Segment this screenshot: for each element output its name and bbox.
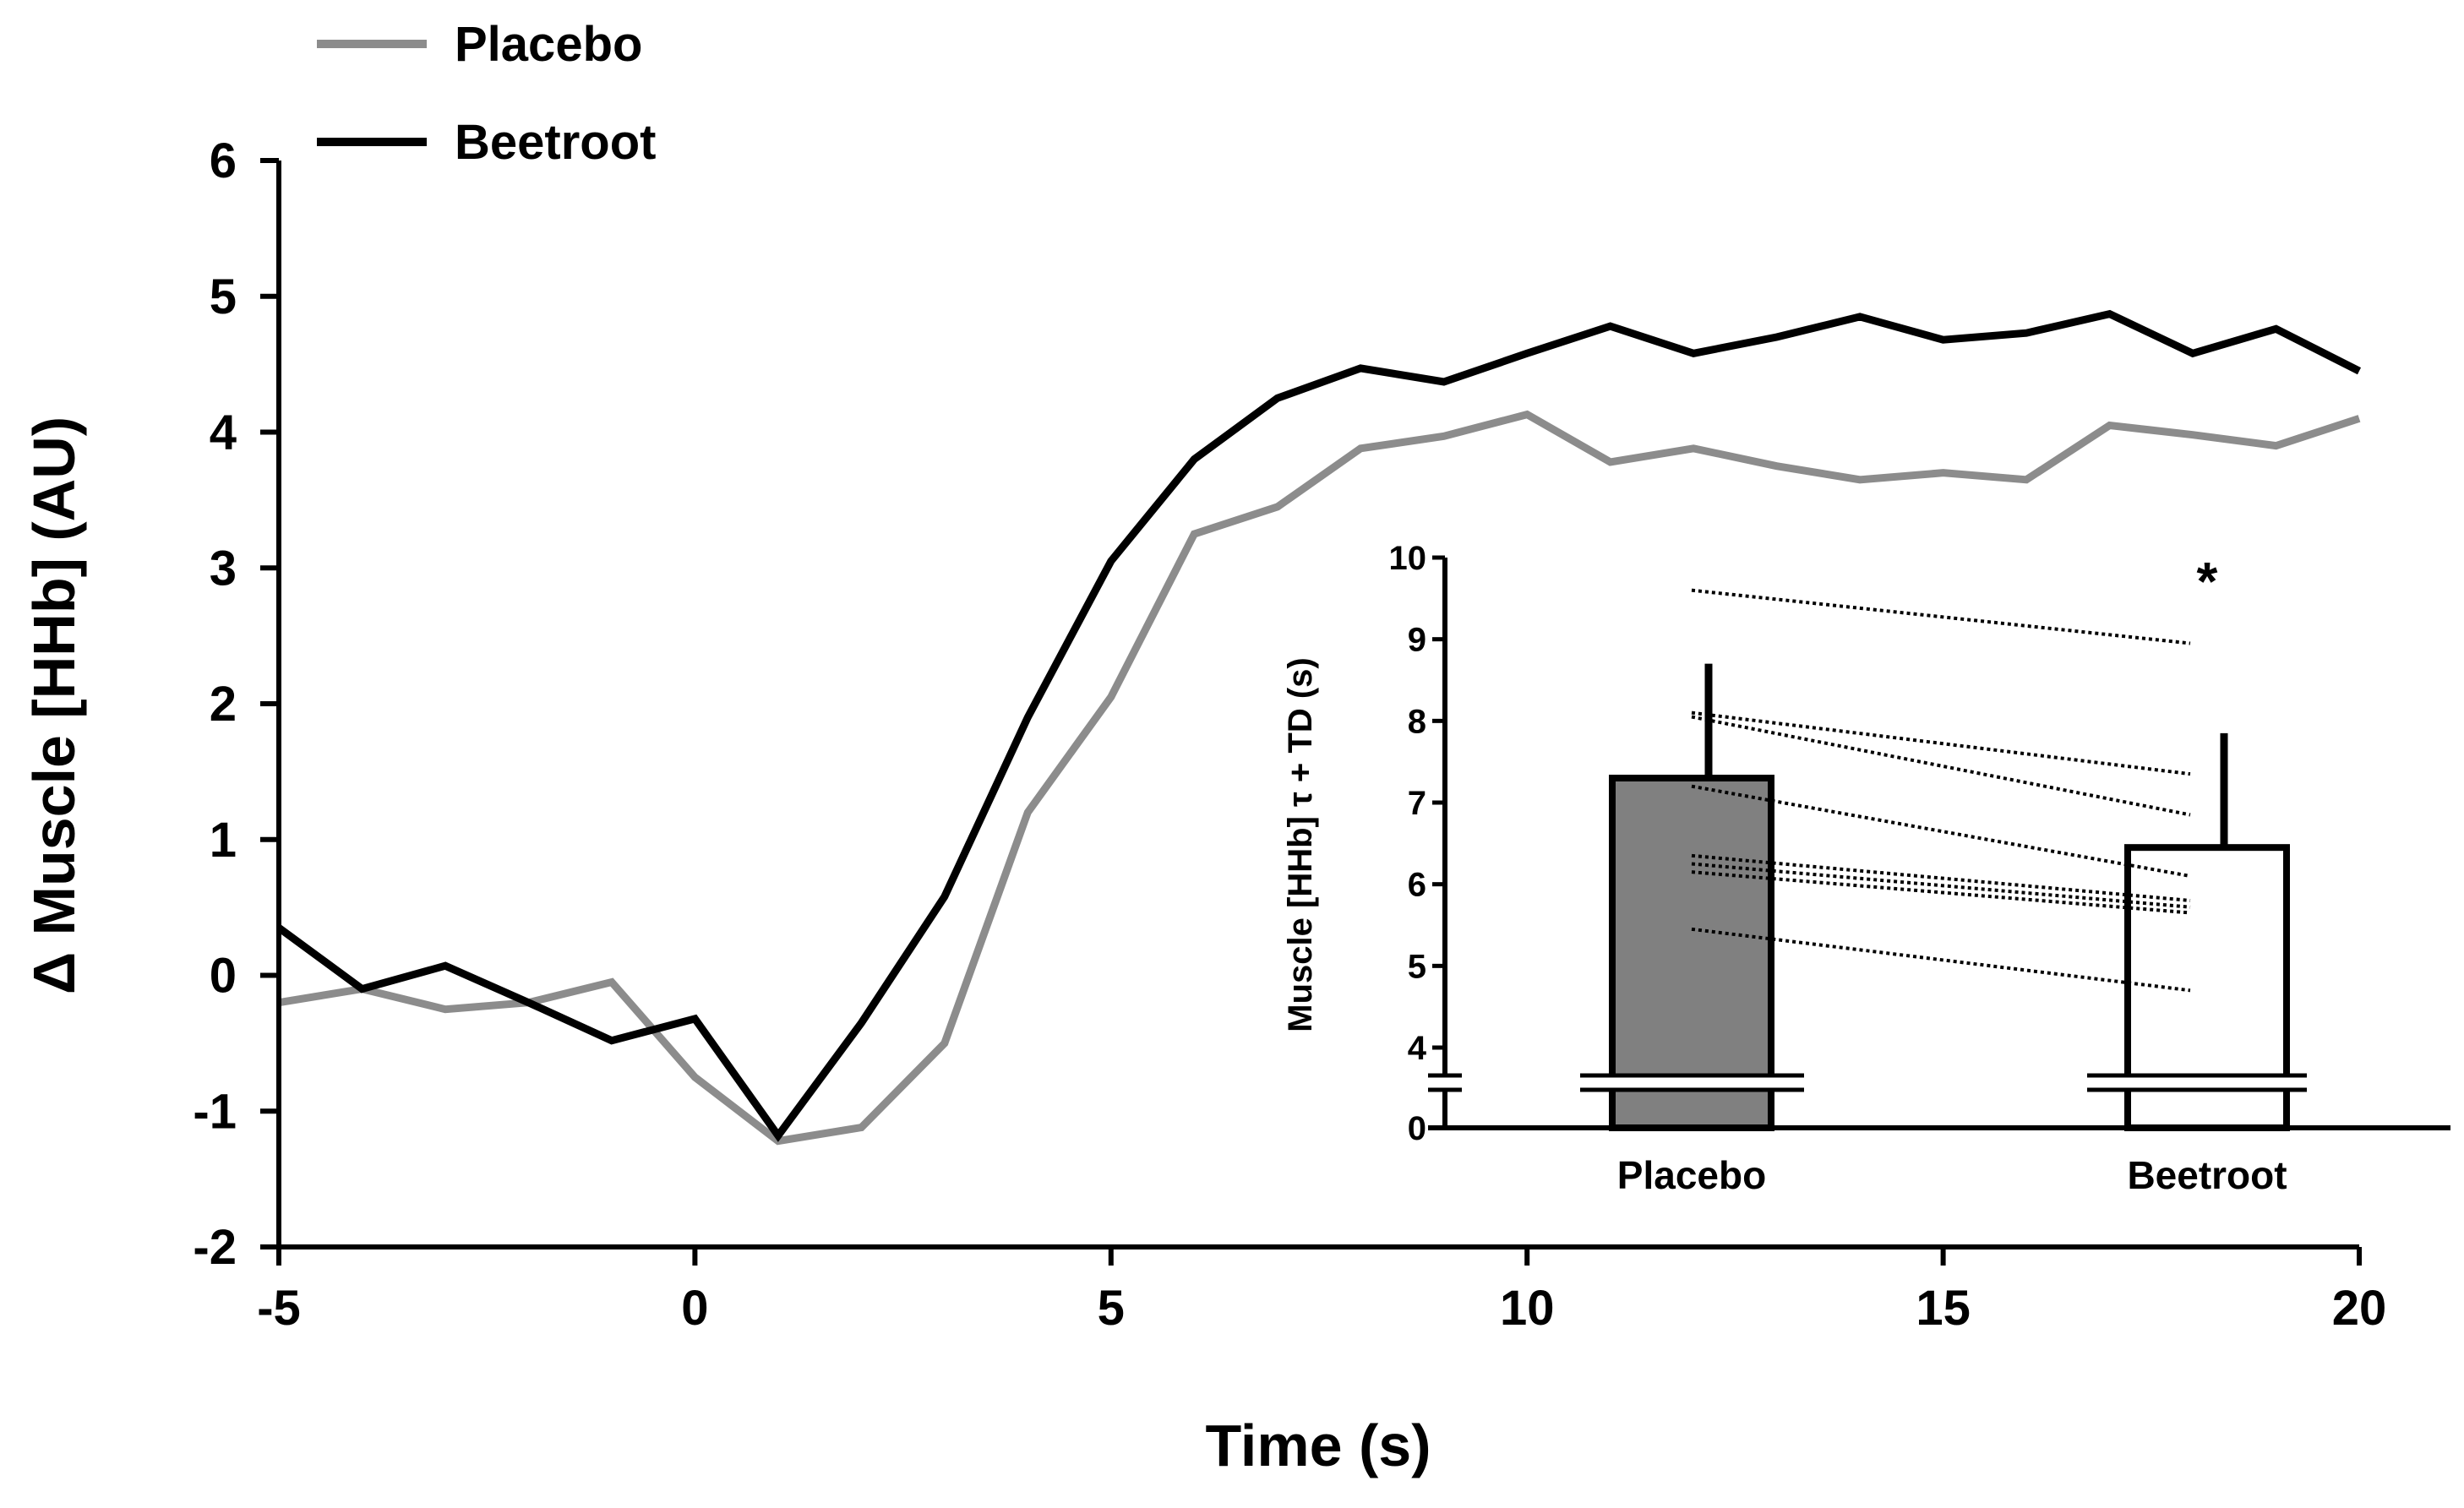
y-tick-label: -1 [193, 1084, 237, 1139]
x-tick-label: 10 [1500, 1281, 1555, 1336]
individual-pair-line [1691, 927, 2191, 993]
x-tick-label: -5 [257, 1281, 301, 1336]
inset-y-tick-label: 10 [1389, 540, 1427, 577]
individual-pair-line [1691, 784, 2191, 878]
y-tick-label: 3 [210, 541, 237, 596]
inset-category-label: Beetroot [2127, 1153, 2287, 1197]
x-tick-label: 20 [2332, 1281, 2387, 1336]
legend-placebo-label: Placebo [455, 17, 642, 72]
inset-individual-lines [1691, 588, 2191, 993]
individual-pair-line [1691, 588, 2191, 645]
y-tick-label: 5 [210, 269, 237, 324]
inset-y-tick-label: 4 [1408, 1030, 1427, 1067]
main-y-ticks: -2 -1 0 1 2 3 4 5 6 [193, 133, 279, 1275]
y-tick-label: -2 [193, 1220, 237, 1275]
inset-y-ticks: 0 4 5 6 7 8 9 10 [1389, 540, 1445, 1147]
y-tick-label: 4 [210, 406, 237, 460]
inset-y-tick-label: 7 [1408, 785, 1426, 822]
x-tick-label: 15 [1916, 1281, 1971, 1336]
y-axis-title: Δ Muscle [HHb] (AU) [21, 416, 87, 994]
inset-bar-placebo [1609, 775, 1774, 1131]
inset-bar-chart: * 0 4 5 6 7 8 9 10 Placebo Beetroot Muscle [HHb]… [1282, 540, 2450, 1197]
y-tick-label: 6 [210, 133, 237, 188]
y-tick-label: 1 [210, 813, 237, 868]
y-tick-label: 2 [210, 677, 237, 732]
x-tick-label: 0 [681, 1281, 708, 1336]
axis-break-gap [2087, 1077, 2307, 1088]
y-tick-label: 0 [210, 949, 237, 1004]
inset-bars-group: * [1609, 551, 2290, 1132]
inset-axis-breaks [1428, 1073, 2307, 1092]
inset-category-labels: Placebo Beetroot [1617, 1153, 2287, 1197]
inset-y-tick-label: 6 [1408, 867, 1426, 904]
axis-break-gap [1428, 1077, 1462, 1088]
individual-pair-line [1691, 710, 2191, 776]
significance-marker: * [2197, 551, 2218, 612]
individual-pair-line [1691, 862, 2191, 909]
series-line-beetroot [276, 309, 2362, 1142]
inset-y-tick-label: 5 [1408, 948, 1426, 985]
inset-y-axis-title: Muscle [HHb] τ + TD (s) [1282, 657, 1319, 1032]
series-line-placebo [278, 410, 2361, 1146]
inset-y-tick-label: 9 [1408, 622, 1426, 659]
x-tick-label: 5 [1098, 1281, 1125, 1336]
inset-category-label: Placebo [1617, 1153, 1766, 1197]
axis-break-gap [1580, 1077, 1804, 1088]
individual-pair-line [1691, 853, 2191, 902]
main-series-group [276, 309, 2362, 1146]
legend: Placebo Beetroot [317, 17, 656, 170]
inset-y-tick-label: 0 [1408, 1110, 1426, 1147]
individual-pair-line [1691, 870, 2191, 915]
main-x-ticks: -5 0 5 10 15 20 [257, 1247, 2386, 1336]
main-line-chart: -2 -1 0 1 2 3 4 5 6 -5 0 5 10 15 20 Time (s) Δ Muscle… [21, 133, 2386, 1478]
x-axis-title: Time (s) [1205, 1413, 1431, 1478]
legend-beetroot-label: Beetroot [455, 115, 656, 170]
inset-y-tick-label: 8 [1408, 703, 1426, 740]
